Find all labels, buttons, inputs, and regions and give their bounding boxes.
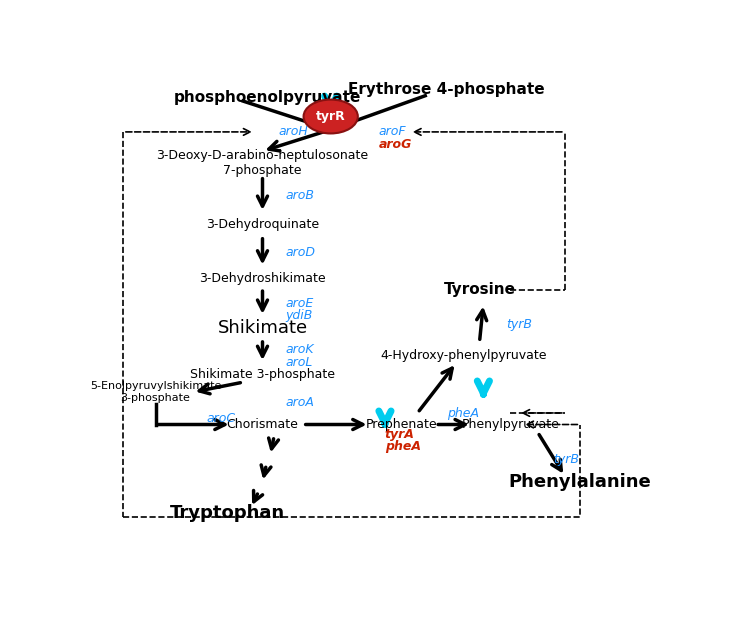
Text: ydiB: ydiB [286, 310, 313, 323]
Text: aroL: aroL [286, 355, 313, 369]
Text: Prephenate: Prephenate [367, 418, 438, 431]
Text: 4-Hydroxy-phenylpyruvate: 4-Hydroxy-phenylpyruvate [381, 349, 548, 362]
Text: Phenylalanine: Phenylalanine [509, 473, 651, 491]
Text: aroA: aroA [286, 397, 314, 410]
Text: aroD: aroD [286, 247, 316, 260]
Text: 3-Dehydroshikimate: 3-Dehydroshikimate [199, 272, 326, 285]
Text: tyrB: tyrB [506, 318, 533, 331]
Text: pheA: pheA [447, 407, 479, 420]
Text: Tyrosine: Tyrosine [444, 282, 515, 297]
Text: phosphoenolpyruvate: phosphoenolpyruvate [174, 90, 361, 105]
Text: Chorismate: Chorismate [227, 418, 298, 431]
Text: 5-Enolpyruvylshikimate
3-phosphate: 5-Enolpyruvylshikimate 3-phosphate [90, 381, 222, 403]
Text: Shikimate 3-phosphate: Shikimate 3-phosphate [190, 368, 335, 381]
Text: pheA: pheA [385, 441, 421, 454]
Text: aroE: aroE [286, 297, 314, 310]
Text: Phenylpyruvate: Phenylpyruvate [461, 418, 559, 431]
Text: tyrB: tyrB [553, 452, 579, 465]
Ellipse shape [303, 99, 358, 133]
Text: Tryptophan: Tryptophan [170, 504, 285, 522]
Text: aroH: aroH [278, 125, 308, 138]
Text: aroF: aroF [379, 125, 406, 138]
Text: Shikimate: Shikimate [217, 320, 308, 337]
Text: Erythrose 4-phosphate: Erythrose 4-phosphate [347, 82, 545, 97]
Text: 3-Deoxy-D-arabino-heptulosonate
7-phosphate: 3-Deoxy-D-arabino-heptulosonate 7-phosph… [157, 149, 369, 177]
Text: aroC: aroC [207, 412, 236, 425]
Text: aroB: aroB [286, 189, 315, 202]
Text: 3-Dehydroquinate: 3-Dehydroquinate [206, 218, 319, 231]
Text: tyrR: tyrR [316, 110, 346, 123]
Text: tyrA: tyrA [385, 428, 415, 441]
Text: aroK: aroK [286, 344, 314, 357]
Text: aroG: aroG [379, 138, 412, 151]
